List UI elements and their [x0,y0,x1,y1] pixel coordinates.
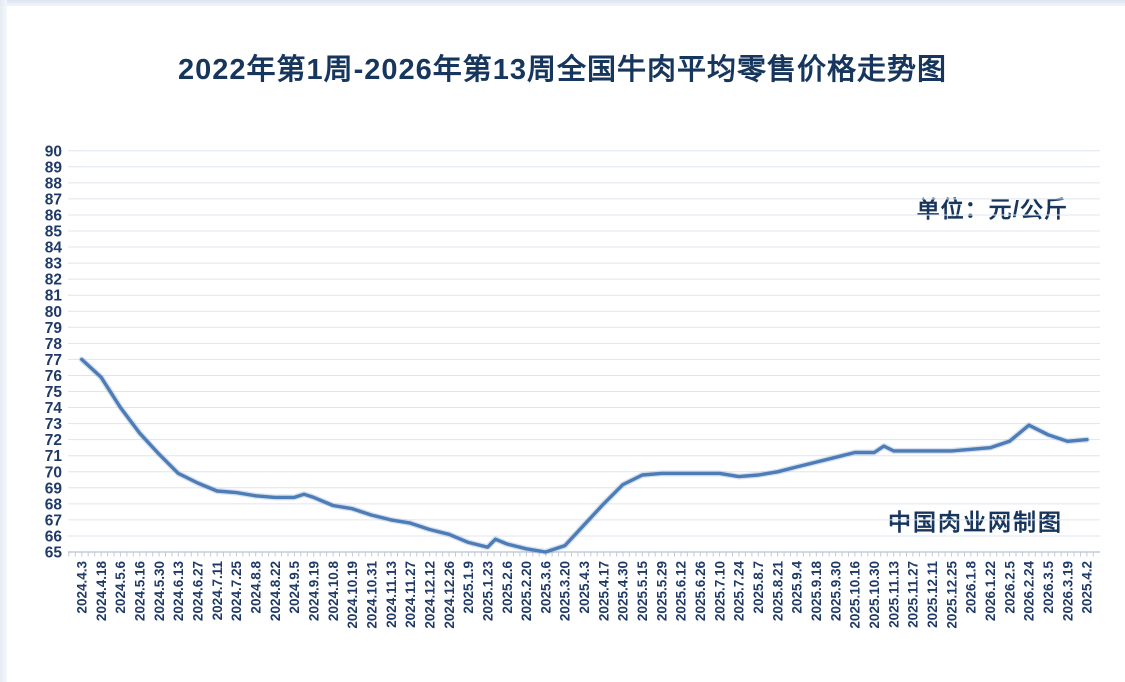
x-axis-label: 2025.4.30 [616,561,631,621]
x-axis-label: 2024.6.27 [191,561,206,621]
x-axis-label: 2025.11.13 [886,561,901,628]
x-axis-label: 2024.12.26 [442,561,457,629]
x-axis-label: 2024.4.18 [94,561,109,622]
y-axis-label: 77 [45,352,62,369]
y-axis-label: 80 [45,304,62,321]
y-axis-label: 65 [45,545,63,562]
screenshot-top-edge [0,0,1125,6]
x-axis-label: 2025.12.11 [925,561,940,628]
x-axis-label: 2024.10.19 [345,561,360,629]
x-axis-label: 2024.5.30 [152,561,167,621]
y-axis-label: 73 [45,416,63,433]
x-axis-label: 2024.5.6 [113,561,128,614]
x-axis-label: 2025.8.7 [751,561,766,614]
x-axis-label: 2026.3.19 [1060,561,1075,621]
y-axis-label: 74 [45,400,63,417]
y-axis-label: 83 [45,256,63,273]
x-axis-label: 2025.3.20 [558,561,573,621]
screenshot-left-edge [0,0,7,682]
x-axis-label: 2025.7.10 [712,561,727,621]
x-axis-label: 2025.2.6 [500,561,515,614]
x-axis-label: 2024.11.13 [384,561,399,628]
y-axis-label: 76 [45,368,63,385]
y-axis-label: 89 [45,159,63,176]
y-axis-label: 88 [45,175,63,192]
x-axis-label: 2024.9.5 [287,561,302,614]
price-line [79,357,1089,554]
x-axis-label: 2024.10.8 [326,561,341,622]
y-axis-label: 87 [45,191,62,208]
x-axis-label: 2025.5.29 [654,561,669,621]
x-axis-label: 2025.6.26 [693,561,708,622]
x-axis-label: 2026.3.5 [1041,561,1056,614]
y-axis-label: 70 [45,464,62,481]
y-axis-label: 68 [45,496,63,513]
x-axis-label: 2024.10.31 [364,561,379,629]
y-axis-label: 81 [45,288,63,305]
x-axis-label: 2025.10.16 [848,561,863,629]
x-axis-label: 2025.9.4 [790,561,805,614]
x-axis-label: 2025.9.18 [809,561,824,622]
x-axis-label: 2025.6.12 [674,561,689,621]
x-axis-label: 2024.8.8 [249,561,264,614]
x-axis-label: 2025.1.9 [461,561,476,614]
x-axis-label: 2024.12.12 [422,561,437,629]
x-axis-label: 2024.4.3 [75,561,90,614]
y-axis-label: 67 [45,512,62,529]
y-axis-label: 86 [45,207,63,224]
watermark-credit: 中国肉业网制图 [888,509,1063,535]
x-axis-label: 2025.9.30 [828,561,843,621]
x-axis-label: 2025.12.25 [944,561,959,629]
x-axis-label: 2025.5.15 [635,561,650,622]
y-axis-label: 75 [45,384,63,401]
x-axis-label: 2025.4.2 [1080,561,1095,614]
x-axis-label: 2024.7.11 [210,561,225,621]
x-axis-label: 2025.2.20 [519,561,534,621]
y-axis-label: 78 [45,336,63,353]
x-axis-label: 2024.6.13 [171,561,186,622]
y-axis-label: 79 [45,320,63,337]
x-axis-label: 2026.2.24 [1022,561,1037,622]
y-axis-label: 90 [45,143,62,160]
x-axis-label: 2024.8.22 [268,561,283,621]
x-axis-label: 2025.4.3 [577,561,592,614]
x-axis-label: 2024.7.25 [229,561,244,622]
x-axis-label: 2025.3.6 [538,561,553,614]
x-axis-label: 2026.1.22 [983,561,998,621]
y-axis-label: 84 [45,240,63,257]
x-axis-label: 2025.10.30 [867,561,882,629]
x-axis-label: 2024.9.19 [307,561,322,621]
y-axis-label: 66 [45,529,63,546]
y-axis-label: 85 [45,224,63,241]
x-axis-label: 2025.7.24 [732,561,747,622]
x-axis-label: 2026.1.8 [964,561,979,614]
chart-title: 2022年第1周-2026年第13周全国牛肉平均零售价格走势图 [177,54,948,86]
x-axis-label: 2024.5.16 [133,561,148,622]
x-axis-label: 2025.4.17 [596,561,611,621]
x-axis-label: 2025.11.27 [906,561,921,628]
unit-label: 单位：元/公斤 [916,196,1068,222]
x-axis-label: 2025.8.21 [770,561,785,622]
y-axis-label: 72 [45,432,62,449]
y-axis-label: 82 [45,272,62,289]
x-axis-label: 2025.1.23 [480,561,495,622]
y-axis-label: 69 [45,480,63,497]
x-axis-label: 2024.11.27 [403,561,418,628]
y-axis-label: 71 [45,448,63,465]
x-axis-label: 2026.2.5 [1002,561,1017,614]
